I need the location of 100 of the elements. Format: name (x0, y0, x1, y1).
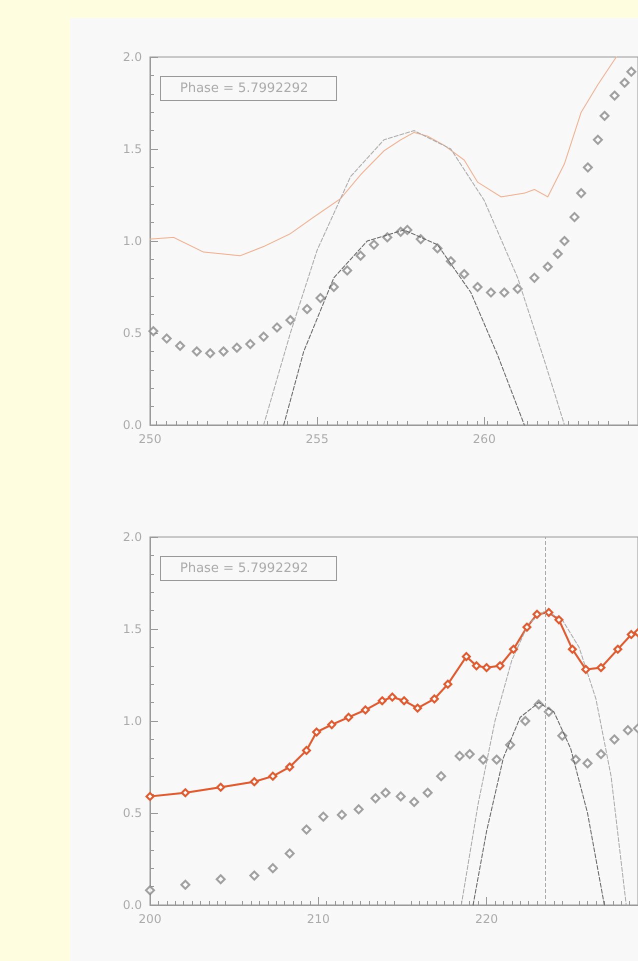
annotation: Phase = 5.7992292 (180, 81, 308, 96)
point (576, 188, 586, 198)
point (315, 293, 326, 304)
point (472, 282, 483, 292)
point (360, 705, 370, 714)
point (620, 78, 630, 88)
point (146, 792, 154, 801)
point (508, 644, 518, 654)
point (175, 340, 186, 351)
point (496, 661, 505, 670)
point (327, 720, 336, 730)
x-tick-label: 200 (138, 912, 162, 926)
point (370, 793, 380, 804)
point (486, 288, 496, 298)
y-tick-label: 2.0 (122, 530, 142, 544)
point (409, 796, 420, 807)
point (162, 334, 172, 344)
point (216, 782, 226, 792)
y-tick-label: 0.0 (122, 418, 142, 432)
point (268, 772, 278, 781)
point (478, 754, 488, 765)
point (581, 664, 590, 674)
point (382, 232, 392, 242)
point (218, 346, 229, 356)
point (301, 824, 312, 835)
y-tick-label: 1.5 (122, 142, 142, 156)
point (462, 652, 471, 662)
point (272, 322, 282, 332)
point (592, 134, 603, 145)
point (544, 608, 554, 617)
point (216, 874, 226, 884)
point (378, 696, 387, 706)
point (368, 240, 379, 250)
point (388, 692, 397, 702)
point (302, 304, 312, 314)
point (342, 265, 352, 276)
point (596, 663, 606, 672)
point (328, 282, 339, 292)
point (482, 663, 492, 672)
point (344, 712, 354, 722)
point (180, 788, 190, 798)
point (554, 615, 564, 624)
annotation: Phase = 5.7992292 (180, 561, 308, 576)
point (600, 110, 610, 121)
point (459, 269, 470, 280)
point (464, 749, 475, 760)
point (249, 870, 260, 881)
point (542, 262, 553, 272)
line-series (263, 130, 565, 426)
point (430, 694, 439, 704)
point (413, 704, 422, 713)
point (258, 332, 269, 342)
point (529, 272, 540, 283)
point (250, 777, 259, 786)
point (336, 810, 347, 820)
point (454, 750, 465, 761)
point (626, 630, 636, 640)
point (622, 725, 633, 736)
point (380, 788, 391, 798)
x-tick-label: 210 (306, 912, 330, 926)
point (499, 288, 510, 298)
x-tick-label: 250 (138, 432, 162, 446)
point (356, 250, 366, 261)
point (400, 696, 409, 706)
x-tick-label: 260 (472, 432, 496, 446)
line-series (150, 56, 617, 256)
point (318, 812, 328, 822)
point (285, 762, 294, 772)
point (192, 346, 202, 356)
point (569, 212, 580, 222)
point (312, 728, 322, 737)
point (232, 342, 242, 353)
point (472, 661, 481, 670)
point (520, 716, 530, 726)
point (626, 66, 636, 77)
point (284, 848, 295, 858)
point (285, 315, 296, 326)
point (522, 622, 532, 632)
point (245, 339, 256, 350)
y-tick-label: 1.5 (122, 622, 142, 636)
point (354, 804, 364, 814)
point (532, 610, 542, 619)
point (552, 248, 563, 259)
y-tick-label: 0.5 (122, 806, 142, 820)
point (512, 284, 523, 294)
point (145, 885, 155, 896)
point (205, 348, 216, 358)
point (609, 734, 620, 744)
point (302, 746, 311, 755)
point (582, 162, 593, 172)
y-tick-label: 0.5 (122, 326, 142, 340)
point (443, 680, 452, 689)
point (582, 758, 593, 768)
point (492, 754, 502, 765)
point (268, 863, 278, 874)
y-tick-label: 1.0 (122, 714, 142, 728)
point (436, 771, 446, 782)
point (422, 788, 433, 798)
point (613, 644, 622, 654)
x-tick-label: 255 (306, 432, 329, 446)
